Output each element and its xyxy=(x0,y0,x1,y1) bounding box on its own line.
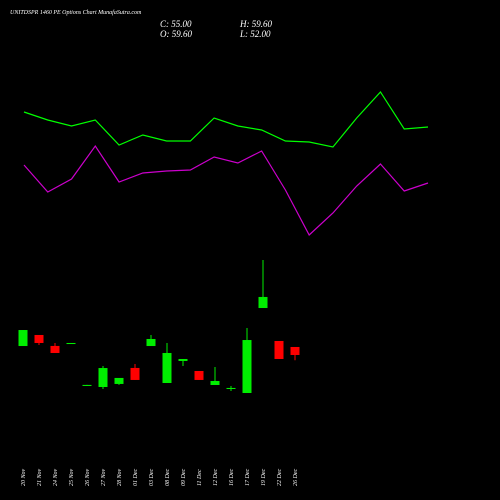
chart-title: UNITDSPR 1460 PE Options Chart MunafaSut… xyxy=(10,9,142,16)
candle-body xyxy=(178,358,188,361)
open-label: O: 59.60 xyxy=(160,29,192,39)
low-label: L: 52.00 xyxy=(239,29,271,39)
indicator-line xyxy=(23,144,429,236)
close-label: C: 55.00 xyxy=(160,19,192,29)
candle-body xyxy=(274,340,284,359)
x-tick-label: 11 Dec xyxy=(197,469,203,486)
x-tick-label: 26 Dec xyxy=(293,469,299,486)
x-tick-label: 28 Nov xyxy=(117,468,123,486)
candle-body xyxy=(242,340,252,393)
x-tick-label: 01 Dec xyxy=(133,469,139,486)
x-tick-label: 09 Dec xyxy=(181,469,187,486)
candle-body xyxy=(226,387,236,389)
x-tick-label: 03 Dec xyxy=(149,469,155,486)
candle-body xyxy=(34,334,44,343)
indicator-line xyxy=(23,91,429,148)
x-tick-label: 08 Dec xyxy=(165,469,171,486)
x-tick-label: 25 Nov xyxy=(69,468,75,486)
candle-body xyxy=(210,380,220,385)
x-tick-label: 24 Nov xyxy=(52,468,59,486)
candle-body xyxy=(146,338,156,347)
candle-body xyxy=(66,342,76,345)
x-tick-label: 22 Dec xyxy=(277,469,283,486)
candle-body xyxy=(98,368,108,387)
candle-body xyxy=(18,330,28,347)
x-tick-label: 21 Nov xyxy=(37,468,43,486)
candle-body xyxy=(258,296,268,309)
candle-body xyxy=(114,377,124,384)
x-tick-label: 20 Nov xyxy=(21,468,27,486)
x-tick-label: 16 Dec xyxy=(229,469,235,486)
candle-body xyxy=(82,384,92,386)
candle-body xyxy=(290,346,300,355)
x-tick-label: 12 Dec xyxy=(213,469,219,486)
x-tick-label: 17 Dec xyxy=(245,469,251,486)
x-tick-label: 27 Nov xyxy=(101,468,107,486)
x-tick-label: 19 Dec xyxy=(261,469,267,486)
candle-body xyxy=(162,352,172,383)
high-label: H: 59.60 xyxy=(239,19,272,29)
x-tick-label: 26 Nov xyxy=(85,468,91,486)
candle-body xyxy=(50,345,60,353)
candle-body xyxy=(130,367,140,380)
candle-body xyxy=(194,370,204,380)
